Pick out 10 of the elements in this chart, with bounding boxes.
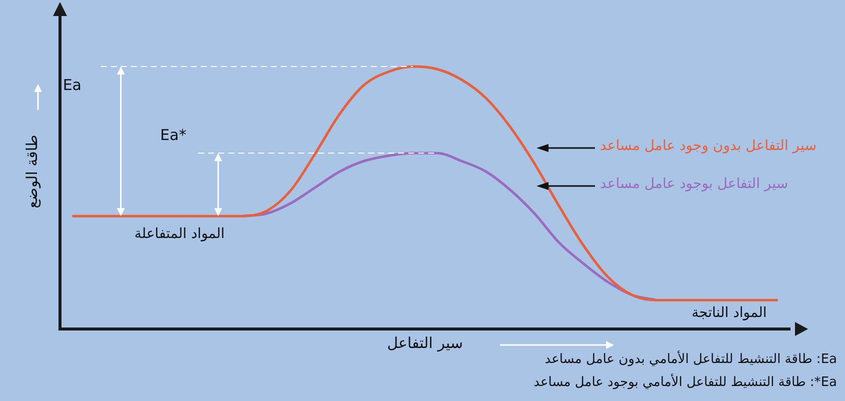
text: سير التفاعل بوجود عامل مساعد [600, 176, 788, 192]
annotation: المواد المتفاعلة [133, 226, 226, 242]
annotation: Ea [62, 76, 82, 94]
text: سير التفاعل بدون وجود عامل مساعد [600, 138, 816, 154]
y-axis-title: طاقة الوضع [22, 134, 41, 208]
x-axis-title: سير التفاعل [387, 334, 463, 352]
annotation: Ea* [160, 126, 186, 144]
annotation: المواد الناتجة [690, 305, 768, 322]
text: Ea: طاقة التنشيط للتفاعل الأمامي بدون عامل مساعد [544, 352, 837, 367]
text: Ea*: طاقة التنشيط للتفاعل الأمامي بوجود عامل مساعد [534, 375, 837, 390]
